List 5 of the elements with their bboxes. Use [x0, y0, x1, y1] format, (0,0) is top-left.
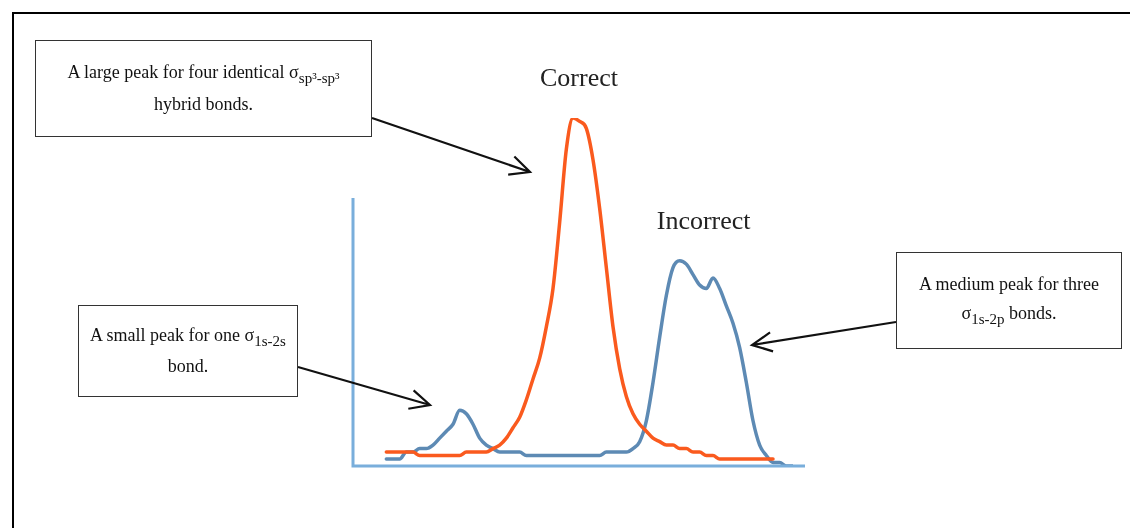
text: A small peak for one σ$_{1s-2s}$ bond.: [90, 324, 286, 377]
text: A large peak for four identical σ$_{sp³-sp³}$ hybrid bonds.: [67, 62, 340, 114]
text: A medium peak for three σ$_{1s-2p}$ bonds.: [918, 273, 1100, 329]
series-label: Correct: [540, 62, 619, 92]
series-label: Incorrect: [656, 205, 752, 235]
